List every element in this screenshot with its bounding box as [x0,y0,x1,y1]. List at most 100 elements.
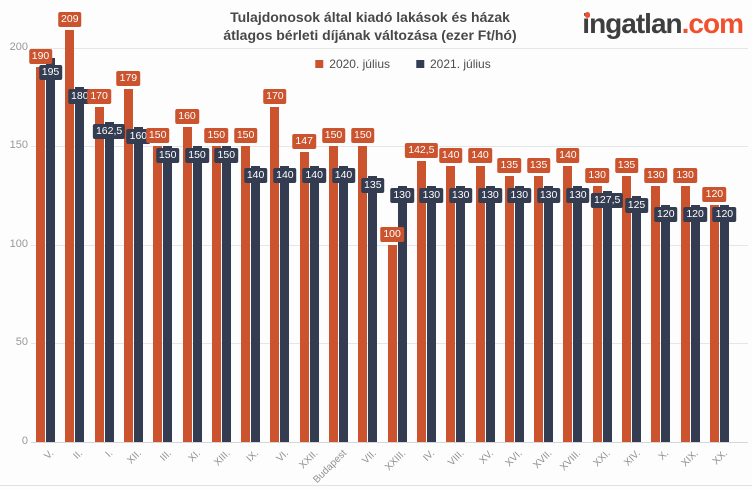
bar-2020-XV. [475,165,485,442]
bar-2021-VIII. [456,185,466,442]
x-axis-label-XVII.: XVII. [531,448,555,472]
chart-title-line2: átlagos bérleti díjának változása (ezer … [223,27,517,43]
bar-2020-XXIII. [387,244,397,442]
data-label-2020-XXII.: 147 [292,134,316,150]
x-axis-label-XXI.: XXI. [591,448,613,470]
bar-2021-IV. [426,185,436,442]
gridline-150 [31,146,748,148]
bar-2020-VII. [358,146,368,442]
data-label-2020-XXI.: 130 [585,167,609,183]
data-label-2021-VI.: 140 [273,167,297,183]
data-label-2020-VIII.: 140 [438,147,463,163]
bar-2021-XIV. [632,195,641,442]
legend-swatch-icon [416,60,424,68]
data-label-2021-I.: 162,5 [92,123,126,139]
legend-swatch-icon [315,60,324,68]
x-axis-label-V.: V. [42,448,57,462]
data-label-2021-XIII.: 150 [214,148,239,164]
x-axis-label-IX.: IX. [244,448,262,465]
data-label-2021-X.: 120 [654,207,678,223]
bar-2020-XVIII. [563,165,573,442]
bar-2021-XXI. [602,190,612,442]
bar-2021-XVI. [514,185,524,442]
data-label-2021-XIX.: 120 [683,207,707,223]
data-label-2020-XI.: 160 [175,108,199,124]
y-axis-label-200: 200 [9,40,28,53]
x-axis-label-I.: I. [103,448,115,460]
data-label-2020-IX.: 150 [233,128,258,144]
data-label-2021-XX.: 120 [712,207,737,223]
x-axis-label-VII.: VII. [360,448,379,467]
data-label-2020-VII.: 150 [351,128,375,144]
data-label-2021-XII.: 160 [126,128,151,144]
data-label-2020-X.: 130 [644,167,668,183]
bar-2020-XXI. [592,185,602,442]
x-axis-label-IV.: IV. [421,448,438,464]
data-label-2021-XIV.: 125 [624,197,649,213]
bar-2021-VII. [368,175,378,442]
bar-2020-VI. [270,106,280,442]
bar-2021-VI. [280,165,290,442]
x-axis-label-XX.: XX. [711,448,731,468]
data-label-2021-XV.: 130 [478,187,502,203]
data-label-2020-Budapest: 150 [321,128,346,144]
x-axis-label-XV.: XV. [477,448,496,467]
logo-i-dot [584,12,591,18]
data-label-2021-Budapest: 140 [331,167,356,183]
x-axis-label-VI.: VI. [274,448,291,465]
x-axis-label-III.: III. [157,448,174,464]
chart-title: Tulajdonosok által kiadó lakások és háza… [0,8,740,44]
data-label-2021-IV.: 130 [419,187,444,203]
data-label-2020-XII.: 179 [116,71,141,86]
bar-2020-IV. [416,161,426,442]
bar-2020-I. [94,106,104,442]
legend-label: 2020. július [329,57,390,71]
bar-2020-XII. [123,89,133,442]
data-label-2020-XIII.: 150 [204,128,229,144]
bar-2021-V. [46,57,55,442]
data-label-2020-XIV.: 135 [614,157,639,173]
data-label-2020-XV.: 140 [468,147,492,163]
data-label-2021-IX.: 140 [243,167,268,183]
bar-2020-XVI. [504,175,514,442]
data-label-2020-XX.: 120 [702,187,727,203]
bar-2020-XX. [709,205,719,442]
x-axis-label-XXIII.: XXIII. [382,448,408,474]
data-label-2020-XIX.: 130 [673,167,697,183]
data-label-2020-VI.: 170 [263,88,287,104]
x-axis-label-X.: X. [657,448,672,463]
data-label-2021-XVIII.: 130 [566,187,590,203]
bottom-divider [0,485,752,486]
data-label-2020-XXIII.: 100 [380,226,404,242]
legend-item-2020[interactable]: 2020. július [315,57,390,71]
bar-2021-XV. [485,185,495,442]
data-label-2020-XVIII.: 140 [556,147,580,163]
bar-2021-I. [104,121,114,442]
bar-2020-XXII. [299,152,309,442]
gridline-200 [31,47,748,49]
data-label-2021-VIII.: 130 [448,187,473,203]
bar-2021-XVIII. [573,185,583,442]
data-label-2021-II.: 180 [68,89,92,104]
bar-2020-XIV. [622,175,631,442]
legend-label: 2021. július [430,57,491,71]
x-axis-label-XII.: XII. [125,448,145,467]
data-label-2021-VII.: 135 [361,177,385,193]
y-axis-label-100: 100 [9,237,28,250]
data-label-2021-XXII.: 140 [302,167,326,183]
bar-2020-II. [65,29,75,442]
data-label-2021-XVII.: 130 [536,187,561,203]
logo-name-text: ingatlan [582,8,682,39]
bar-2021-II. [75,87,85,442]
legend-item-2021[interactable]: 2021. július [416,57,491,71]
x-axis-label-XI.: XI. [186,448,203,465]
data-label-2021-V.: 195 [38,65,63,81]
data-label-2020-XVI.: 135 [497,157,522,173]
x-axis-label-XXII.: XXII. [296,448,320,472]
data-label-2021-XXI.: 127,5 [591,192,624,208]
x-axis-line [31,442,748,443]
data-label-2020-XVII.: 135 [526,157,551,173]
bar-2020-XIX. [680,185,690,442]
